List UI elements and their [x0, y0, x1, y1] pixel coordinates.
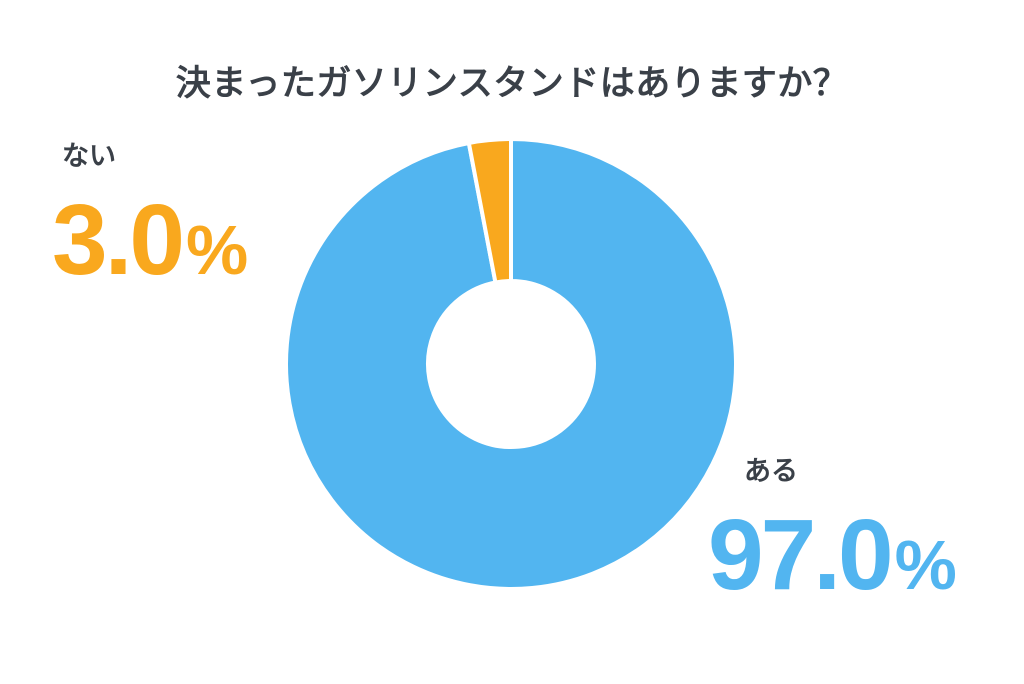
- slice-label-aru: ある: [744, 456, 798, 486]
- callout-aru: ある 97.0 %: [708, 456, 957, 606]
- chart-title: 決まったガソリンスタンドはありますか？: [175, 64, 849, 103]
- slice-value-aru: 97.0 %: [708, 505, 957, 605]
- callout-nai: ない 3.0 %: [52, 141, 248, 291]
- slice-value-nai: 3.0 %: [52, 190, 248, 290]
- slice-label-nai: ない: [62, 141, 116, 171]
- donut-slice-aru: [283, 136, 738, 591]
- slice-percent-aru: 97.0: [708, 499, 894, 611]
- percent-sign-aru: %: [894, 526, 957, 604]
- slice-percent-nai: 3.0: [52, 184, 185, 296]
- donut-slice-nai: [466, 136, 513, 285]
- percent-sign-nai: %: [186, 211, 249, 289]
